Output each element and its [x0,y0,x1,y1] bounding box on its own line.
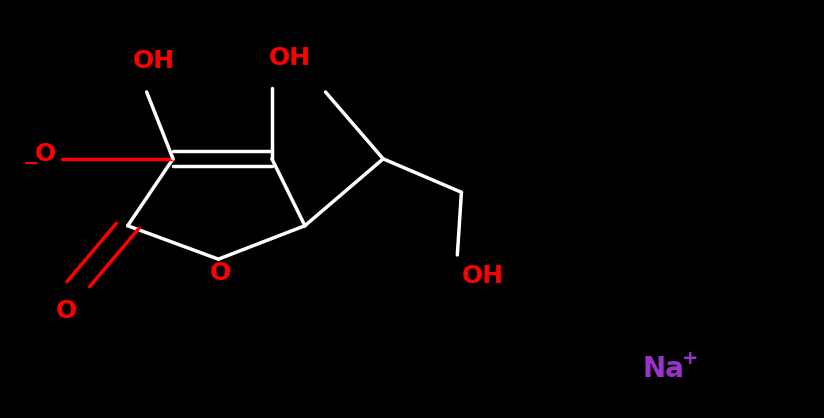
Text: OH: OH [133,48,176,73]
Text: OH: OH [269,46,311,70]
Text: O: O [210,260,232,285]
Text: O: O [55,299,77,324]
Text: OH: OH [461,264,503,288]
Text: Na: Na [643,355,684,382]
Text: −: − [23,153,40,173]
Text: O: O [35,142,56,166]
Text: +: + [682,349,699,368]
